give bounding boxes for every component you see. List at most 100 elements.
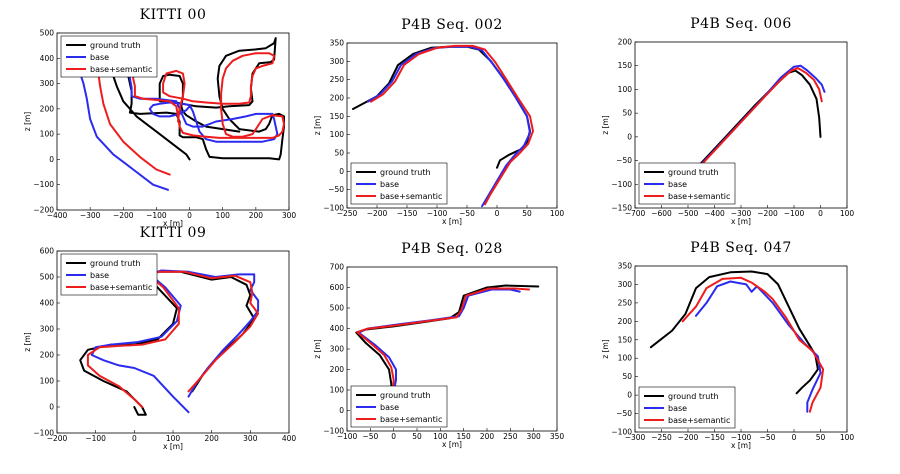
x-tick-label: −400 [47, 211, 68, 220]
x-tick-label: 0 [132, 434, 137, 443]
x-tick-label: −150 [704, 433, 725, 442]
series-line-2 [77, 58, 279, 191]
chart-title: P4B Seq. 006 [690, 16, 792, 32]
legend-label: base [90, 53, 109, 62]
x-axis-label: x [m] [163, 442, 183, 451]
y-axis-label: z [m] [23, 332, 32, 352]
y-tick-label: 500 [40, 29, 55, 38]
y-axis-label: z [m] [601, 115, 610, 135]
y-tick-label: 350 [330, 39, 345, 48]
y-tick-label: 200 [40, 104, 55, 113]
series-line-2 [695, 280, 822, 413]
x-tick-label: 350 [550, 432, 565, 441]
x-tick-label: 100 [840, 209, 855, 218]
legend-label: ground truth [90, 41, 141, 50]
chart-title: KITTI 00 [140, 7, 207, 23]
y-tick-label: 300 [40, 79, 55, 88]
x-tick-label: −600 [651, 209, 672, 218]
y-tick-label: 200 [330, 94, 345, 103]
x-tick-label: 100 [550, 209, 565, 218]
legend-label: ground truth [90, 259, 141, 268]
legend-label: ground truth [380, 391, 431, 400]
y-tick-label: 250 [618, 298, 633, 307]
y-tick-label: 150 [618, 335, 633, 344]
legend: ground truth base base+semantic [350, 385, 448, 428]
legend-label: base [380, 403, 399, 412]
legend: ground truth base base+semantic [350, 162, 448, 205]
chart-title: P4B Seq. 002 [401, 17, 503, 33]
x-tick-label: −100 [427, 209, 448, 218]
legend-label: base [668, 404, 687, 413]
x-axis-label: x [m] [731, 441, 751, 450]
y-tick-label: 500 [330, 304, 345, 313]
series-line-2 [367, 45, 531, 208]
x-tick-label: 300 [243, 434, 258, 443]
x-tick-label: −50 [362, 432, 378, 441]
x-tick-label: 200 [480, 432, 495, 441]
x-tick-label: −250 [337, 209, 358, 218]
x-tick-label: 0 [495, 209, 500, 218]
x-tick-label: 100 [840, 433, 855, 442]
y-tick-label: −200 [33, 206, 54, 215]
y-axis-label: z [m] [313, 339, 322, 359]
legend-label: base [380, 180, 399, 189]
x-tick-label: 0 [187, 211, 192, 220]
chart-title: KITTI 09 [140, 225, 207, 241]
x-tick-label: −200 [367, 209, 388, 218]
legend-label: base+semantic [380, 415, 442, 424]
plot-frame [56, 32, 290, 211]
legend-label: base+semantic [668, 192, 730, 201]
legend: ground truth base base+semantic [638, 162, 736, 205]
x-tick-label: −100 [731, 433, 752, 442]
chart-panel-6: P4B Seq. 047 −300 −250 −200 −150 −100 −50 0 50 10… [601, 240, 854, 450]
x-tick-label: −50 [760, 433, 776, 442]
x-tick-label: −100 [85, 434, 106, 443]
chart-title: P4B Seq. 047 [690, 240, 792, 256]
y-tick-label: −100 [611, 428, 632, 437]
legend: ground truth base base+semantic [60, 253, 158, 296]
x-tick-label: 100 [433, 432, 448, 441]
y-tick-label: 300 [40, 325, 55, 334]
y-tick-label: −100 [33, 180, 54, 189]
x-tick-label: −500 [678, 209, 699, 218]
x-tick-label: 300 [282, 211, 297, 220]
y-tick-label: 100 [330, 386, 345, 395]
y-tick-label: 0 [627, 132, 632, 141]
x-axis-label: x [m] [163, 219, 183, 228]
y-tick-label: −50 [616, 409, 632, 418]
y-tick-label: 250 [330, 75, 345, 84]
y-tick-label: 50 [622, 372, 632, 381]
y-tick-label: 300 [330, 345, 345, 354]
y-axis-label: z [m] [313, 116, 322, 136]
x-tick-label: −300 [731, 209, 752, 218]
legend: ground truth base base+semantic [638, 386, 736, 429]
y-tick-label: −150 [611, 204, 632, 213]
x-tick-label: −100 [146, 211, 167, 220]
chart-panel-2: P4B Seq. 002 −250 −200 −150 −100 −50 0 50 100 −10… [313, 17, 564, 226]
x-tick-label: 0 [391, 432, 396, 441]
x-tick-label: 50 [816, 433, 826, 442]
x-tick-label: −300 [625, 433, 646, 442]
y-tick-label: −50 [328, 185, 344, 194]
series-line-3 [681, 276, 825, 413]
x-tick-label: 0 [792, 433, 797, 442]
y-tick-label: −100 [611, 180, 632, 189]
legend-label: base+semantic [380, 192, 442, 201]
y-tick-label: −100 [323, 427, 344, 436]
y-tick-label: −100 [323, 204, 344, 213]
y-tick-label: 600 [330, 283, 345, 292]
series-line-3 [370, 44, 534, 206]
y-tick-label: 0 [49, 403, 54, 412]
x-tick-label: −700 [625, 209, 646, 218]
y-tick-label: 200 [618, 317, 633, 326]
y-tick-label: 500 [40, 273, 55, 282]
y-tick-label: 350 [618, 262, 633, 271]
y-tick-label: 100 [330, 130, 345, 139]
y-tick-label: −100 [33, 429, 54, 438]
x-tick-label: 100 [166, 434, 181, 443]
legend-label: ground truth [668, 168, 719, 177]
chart-panel-5: P4B Seq. 028 −100 −50 0 50 100 150 200 250 300 350… [313, 241, 564, 449]
series-line-2 [357, 288, 521, 394]
legend-label: base+semantic [90, 283, 152, 292]
